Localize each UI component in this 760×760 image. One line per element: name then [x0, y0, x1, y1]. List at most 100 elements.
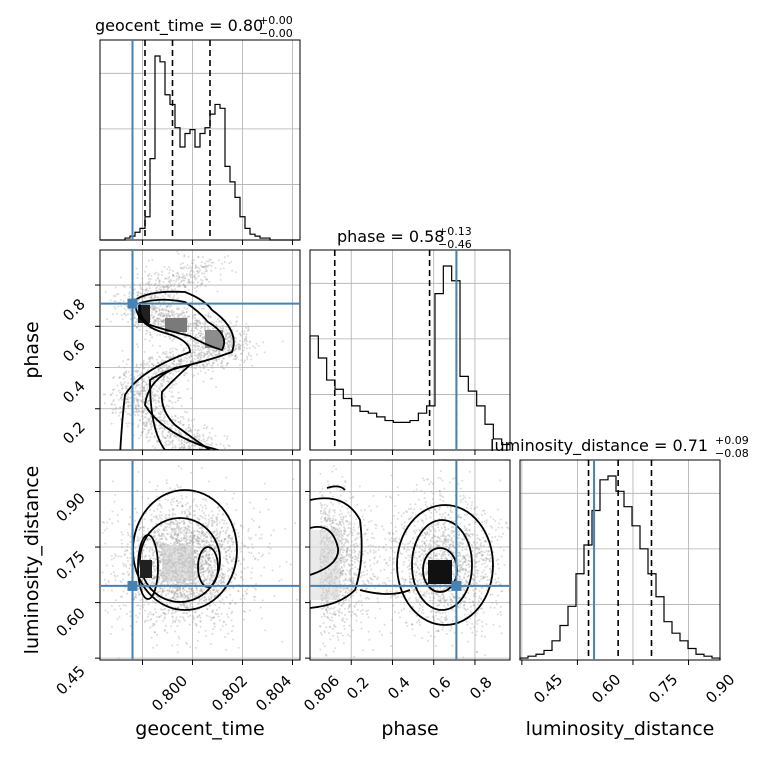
point-gt-ld-830 — [192, 594, 195, 597]
point-gt-phase-227 — [152, 363, 155, 366]
point-gt-phase-823 — [204, 275, 207, 278]
point-gt-phase-1277 — [160, 384, 163, 387]
point-gt-phase-1693 — [177, 397, 180, 400]
point-gt-phase-1827 — [169, 352, 172, 355]
point-gt-phase-2078 — [137, 323, 140, 326]
point-gt-phase-717 — [167, 295, 170, 298]
point-gt-ld-388 — [218, 535, 221, 538]
point-gt-ld-660 — [155, 488, 158, 491]
point-gt-ld-1870 — [278, 580, 281, 583]
point-gt-phase-1871 — [247, 325, 250, 328]
point-gt-phase-1342 — [206, 426, 209, 429]
point-gt-ld-156 — [104, 542, 107, 545]
point-gt-ld-1939 — [192, 510, 195, 513]
point-gt-ld-655 — [153, 575, 156, 578]
point-gt-phase-1214 — [161, 352, 164, 355]
point-gt-phase-2075 — [171, 401, 174, 404]
point-gt-phase-1321 — [210, 321, 213, 324]
point-gt-phase-65 — [170, 279, 173, 282]
point-gt-phase-1111 — [177, 284, 180, 287]
point-gt-ld-470 — [179, 527, 182, 530]
point-gt-phase-541 — [206, 265, 209, 268]
point-gt-ld-11 — [194, 583, 197, 586]
point-gt-phase-382 — [173, 316, 176, 319]
point-gt-ld-1348 — [211, 556, 214, 559]
point-gt-phase-893 — [153, 434, 156, 437]
point-gt-phase-2517 — [152, 309, 155, 312]
point-gt-phase-2211 — [174, 419, 177, 422]
point-gt-phase-829 — [114, 300, 117, 303]
point-gt-phase-328 — [118, 411, 121, 414]
point-gt-phase-2412 — [185, 372, 188, 375]
point-gt-ld-796 — [198, 582, 201, 585]
density-mid-gt-phase — [165, 318, 187, 332]
point-gt-ld-1770 — [210, 572, 213, 575]
point-gt-ld-584 — [220, 576, 223, 579]
point-gt-phase-265 — [158, 280, 161, 283]
point-gt-phase-1349 — [196, 336, 199, 339]
point-gt-ld-513 — [278, 565, 281, 568]
point-gt-ld-888 — [200, 602, 203, 605]
point-gt-ld-293 — [179, 501, 182, 504]
point-gt-ld-1773 — [197, 540, 200, 543]
point-gt-ld-786 — [187, 510, 190, 513]
point-gt-ld-1522 — [185, 542, 188, 545]
point-gt-phase-561 — [162, 393, 165, 396]
point-gt-phase-2439 — [154, 423, 157, 426]
point-gt-ld-1476 — [269, 547, 272, 550]
point-gt-phase-682 — [164, 292, 167, 295]
point-gt-ld-1867 — [170, 498, 173, 501]
point-gt-ld-1950 — [246, 566, 249, 569]
point-gt-phase-1906 — [149, 423, 152, 426]
point-gt-phase-1771 — [236, 343, 239, 346]
point-gt-ld-1343 — [203, 595, 206, 598]
point-gt-ld-780 — [191, 537, 194, 540]
point-gt-ld-148 — [241, 571, 244, 574]
point-gt-ld-944 — [170, 591, 173, 594]
point-gt-ld-1259 — [200, 558, 203, 561]
point-gt-phase-885 — [161, 369, 164, 372]
point-gt-phase-2413 — [171, 289, 174, 292]
point-gt-ld-390 — [179, 594, 182, 597]
point-gt-phase-55 — [172, 373, 175, 376]
point-gt-phase-648 — [199, 456, 201, 458]
point-gt-phase-2283 — [120, 411, 123, 414]
point-gt-phase-2427 — [190, 431, 193, 434]
point-gt-phase-92 — [223, 256, 226, 259]
point-gt-ld-398 — [233, 522, 236, 525]
point-gt-phase-2225 — [184, 447, 187, 450]
point-gt-phase-897 — [210, 264, 213, 267]
point-gt-ld-21 — [231, 599, 234, 602]
point-gt-phase-2344 — [201, 333, 204, 336]
point-gt-ld-1815 — [222, 556, 225, 559]
point-gt-phase-236 — [138, 392, 141, 395]
hist-step-geocent_time — [100, 55, 300, 241]
point-gt-phase-1065 — [154, 399, 157, 402]
point-gt-phase-2471 — [196, 269, 199, 272]
point-gt-phase-1061 — [168, 399, 171, 402]
point-gt-phase-1701 — [205, 321, 208, 324]
point-gt-ld-606 — [187, 597, 190, 600]
point-gt-ld-1020 — [197, 631, 200, 634]
point-gt-ld-1646 — [189, 535, 192, 538]
point-gt-phase-1905 — [163, 420, 166, 423]
point-gt-ld-563 — [232, 586, 235, 589]
point-gt-phase-1672 — [134, 387, 137, 390]
point-gt-phase-101 — [186, 281, 189, 284]
point-gt-phase-1537 — [148, 364, 151, 367]
point-gt-ld-1532 — [205, 531, 208, 534]
point-gt-phase-1182 — [159, 288, 162, 291]
point-gt-ld-176 — [192, 591, 195, 594]
point-gt-ld-649 — [192, 541, 195, 544]
point-gt-phase-426 — [158, 312, 161, 315]
point-gt-ld-1246 — [199, 598, 202, 601]
point-gt-phase-2246 — [205, 453, 207, 455]
point-gt-phase-2323 — [197, 355, 200, 358]
point-gt-ld-263 — [189, 592, 192, 595]
point-gt-ld-2044 — [129, 624, 132, 627]
point-gt-phase-350 — [205, 268, 208, 271]
point-gt-phase-2320 — [207, 264, 210, 267]
point-gt-ld-1904 — [179, 589, 182, 592]
point-gt-ld-1309 — [183, 534, 186, 537]
point-gt-ld-1889 — [215, 524, 218, 527]
